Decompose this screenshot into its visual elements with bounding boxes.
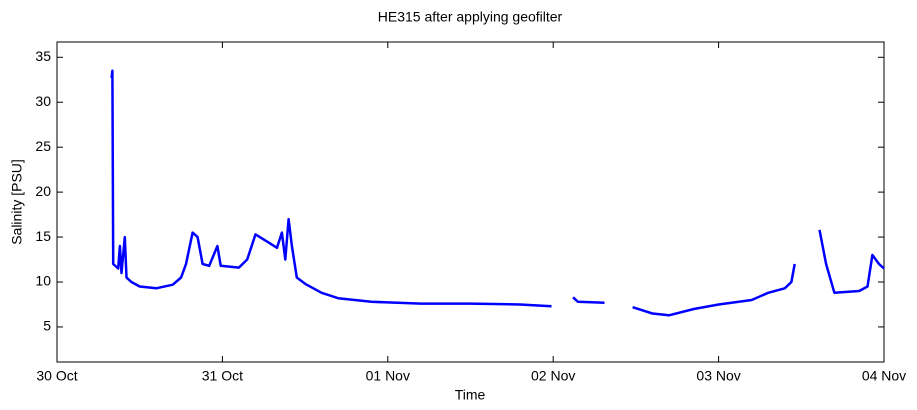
y-axis-label: Salinity [PSU] bbox=[9, 159, 25, 245]
y-tick-label: 30 bbox=[35, 93, 51, 109]
y-tick-label: 20 bbox=[35, 183, 51, 199]
x-tick-label: 04 Nov bbox=[862, 368, 906, 384]
x-tick-label: 02 Nov bbox=[531, 368, 575, 384]
data-line bbox=[110, 69, 885, 317]
x-tick-label: 31 Oct bbox=[202, 368, 243, 384]
x-tick-label: 01 Nov bbox=[366, 368, 410, 384]
chart-title: HE315 after applying geofilter bbox=[378, 9, 563, 25]
y-tick-label: 10 bbox=[35, 273, 51, 289]
x-tick-label: 03 Nov bbox=[696, 368, 740, 384]
plot-frame bbox=[56, 41, 885, 363]
x-tick-label: 30 Oct bbox=[36, 368, 77, 384]
y-tick-label: 15 bbox=[35, 228, 51, 244]
y-tick-label: 35 bbox=[35, 48, 51, 64]
x-axis-label: Time bbox=[455, 387, 486, 403]
y-tick-label: 5 bbox=[43, 318, 51, 334]
y-tick-label: 25 bbox=[35, 138, 51, 154]
